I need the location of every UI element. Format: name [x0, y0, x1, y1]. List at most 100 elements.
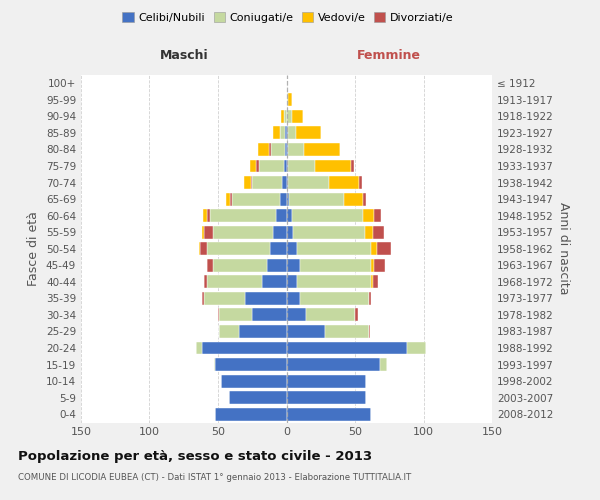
Bar	[275, 209, 287, 222]
Bar	[287, 143, 288, 156]
Bar	[212, 259, 268, 272]
Bar	[256, 160, 259, 172]
Bar	[287, 408, 371, 420]
Bar	[245, 292, 287, 305]
Bar	[200, 242, 207, 255]
Bar	[259, 160, 284, 172]
Bar	[207, 276, 262, 288]
Bar	[287, 342, 407, 354]
Bar	[287, 308, 305, 322]
Bar	[380, 358, 386, 371]
Bar	[287, 276, 298, 288]
Bar	[287, 226, 293, 238]
Bar	[369, 292, 371, 305]
Bar	[325, 325, 369, 338]
Bar	[287, 160, 288, 172]
Bar	[280, 126, 285, 140]
Bar	[287, 94, 288, 106]
Bar	[202, 226, 204, 238]
Bar	[258, 143, 269, 156]
Bar	[203, 209, 207, 222]
Bar	[305, 308, 355, 322]
Bar	[220, 308, 252, 322]
Y-axis label: Fasce di età: Fasce di età	[28, 212, 40, 286]
Bar	[407, 342, 426, 354]
Bar	[202, 342, 287, 354]
Bar	[365, 226, 373, 238]
Bar	[221, 374, 287, 388]
Bar	[268, 259, 287, 272]
Bar	[284, 110, 287, 123]
Bar	[230, 192, 232, 205]
Bar	[269, 143, 271, 156]
Bar	[363, 209, 374, 222]
Bar	[239, 325, 287, 338]
Bar	[288, 94, 292, 106]
Bar	[270, 242, 287, 255]
Text: COMUNE DI LICODIA EUBEA (CT) - Dati ISTAT 1° gennaio 2013 - Elaborazione TUTTITA: COMUNE DI LICODIA EUBEA (CT) - Dati ISTA…	[18, 472, 411, 482]
Bar	[204, 276, 207, 288]
Bar	[218, 308, 220, 322]
Bar	[251, 176, 252, 189]
Bar	[262, 276, 287, 288]
Bar	[292, 110, 303, 123]
Bar	[369, 325, 370, 338]
Bar	[374, 259, 385, 272]
Bar	[374, 209, 381, 222]
Bar	[329, 176, 359, 189]
Bar	[210, 209, 275, 222]
Bar	[292, 209, 363, 222]
Bar	[214, 358, 215, 371]
Bar	[280, 192, 287, 205]
Bar	[296, 126, 321, 140]
Bar	[293, 226, 365, 238]
Text: Popolazione per età, sesso e stato civile - 2013: Popolazione per età, sesso e stato civil…	[18, 450, 372, 463]
Bar	[207, 242, 270, 255]
Bar	[363, 192, 366, 205]
Bar	[271, 143, 285, 156]
Bar	[283, 176, 287, 189]
Bar	[373, 276, 378, 288]
Bar	[285, 126, 287, 140]
Bar	[252, 176, 283, 189]
Bar	[232, 192, 280, 205]
Bar	[344, 192, 363, 205]
Bar	[298, 242, 371, 255]
Bar	[373, 226, 384, 238]
Bar	[371, 259, 374, 272]
Bar	[287, 259, 300, 272]
Bar	[252, 308, 287, 322]
Text: Maschi: Maschi	[160, 49, 208, 62]
Bar	[287, 209, 292, 222]
Bar	[287, 126, 288, 140]
Bar	[285, 143, 287, 156]
Bar	[199, 242, 200, 255]
Bar	[273, 226, 287, 238]
Bar	[351, 160, 353, 172]
Bar	[215, 408, 287, 420]
Bar	[287, 374, 366, 388]
Bar	[287, 176, 288, 189]
Bar	[244, 176, 251, 189]
Bar	[196, 342, 202, 354]
Bar	[229, 391, 287, 404]
Bar	[298, 276, 371, 288]
Bar	[304, 143, 340, 156]
Bar	[250, 160, 256, 172]
Bar	[287, 391, 366, 404]
Bar	[287, 110, 292, 123]
Y-axis label: Anni di nascita: Anni di nascita	[557, 202, 570, 295]
Bar	[300, 259, 371, 272]
Bar	[207, 259, 212, 272]
Bar	[289, 192, 344, 205]
Bar	[204, 292, 245, 305]
Bar	[205, 226, 212, 238]
Bar	[288, 126, 296, 140]
Bar	[355, 308, 358, 322]
Bar	[371, 242, 377, 255]
Bar	[284, 160, 287, 172]
Bar	[359, 176, 362, 189]
Bar	[226, 192, 230, 205]
Bar	[377, 242, 391, 255]
Bar	[281, 110, 284, 123]
